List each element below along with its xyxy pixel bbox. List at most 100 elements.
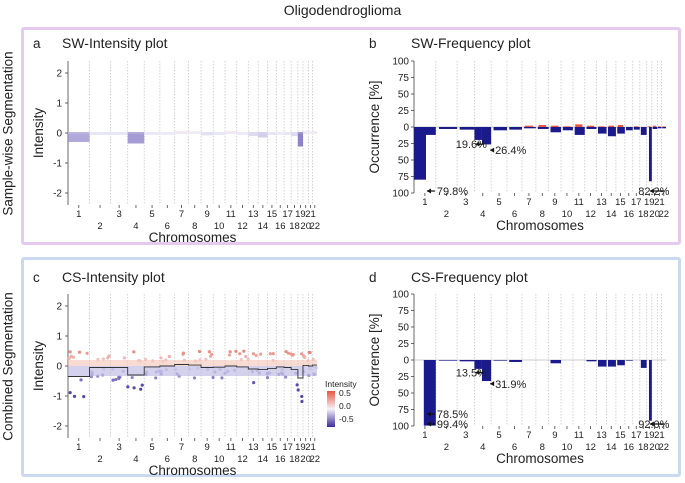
panel-letter-a: a — [33, 36, 41, 51]
chart-c-band-loss — [188, 366, 202, 376]
chart-b-gain-bar-8 — [538, 125, 547, 127]
chart-d-xtick-label-12: 12 — [585, 442, 596, 453]
chart-b-loss-bar-16 — [626, 127, 633, 131]
figure-title: Oligodendroglioma — [283, 2, 402, 18]
chart-c-x-axis-label: Chromosomes — [149, 463, 237, 476]
chart-c-point — [290, 353, 294, 357]
chart-b-annotation-arrowhead-2 — [490, 147, 495, 153]
chart-c-point — [242, 349, 246, 353]
chart-d-xtick-label-7: 7 — [526, 430, 531, 441]
chart-c-band-gain — [213, 360, 226, 366]
chart-b-xtick-label-3: 3 — [463, 197, 468, 208]
chart-b-annotation-0: 79.8% — [437, 186, 468, 198]
chart-d-loss-bar-6 — [509, 360, 522, 362]
chart-b-gain-bar-10 — [563, 126, 571, 127]
chart-d-annotation-arrowhead-1 — [490, 381, 495, 387]
chart-d-loss-bar-18 — [640, 360, 647, 368]
chart-c-band-loss — [110, 366, 128, 376]
panel-title-d: CS-Frequency plot — [411, 269, 528, 285]
chart-d-xtick-label-18: 18 — [638, 442, 649, 453]
chart-c-band-gain — [267, 360, 277, 366]
chart-b-xtick-label-6: 6 — [512, 209, 517, 220]
chart-b-gain-bar-9 — [551, 125, 559, 127]
chart-c-band-gain — [258, 360, 268, 366]
chart-a-segment-18 — [291, 133, 298, 136]
chart-c-point — [207, 350, 211, 354]
chart-a-xtick-label-16: 16 — [275, 221, 286, 232]
chart-b-ytick-label: 50 — [398, 90, 410, 101]
chart-a-segment-1 — [68, 133, 90, 142]
chart-c-point — [132, 350, 136, 354]
chart-c-band-gain — [159, 360, 175, 366]
chart-c-band-loss — [297, 366, 303, 376]
chart-c-legend-label: 0.5 — [339, 388, 351, 398]
chart-c-point — [208, 354, 213, 358]
chart-c-point — [117, 376, 121, 381]
chart-d-annotation-arrowhead-0 — [475, 370, 480, 376]
chart-b-loss-bar-13 — [597, 127, 607, 134]
chart-c-point — [114, 377, 118, 382]
chart-d-xtick-label-5: 5 — [496, 430, 501, 441]
chart-d-annotation-arrowhead-4 — [649, 421, 654, 427]
chart-a-xtick-label-15: 15 — [267, 209, 278, 220]
chart-c-xtick-label-11: 11 — [226, 442, 236, 453]
chart-c-point — [259, 352, 263, 356]
chart-b-annotation-arrowhead-1 — [475, 141, 480, 147]
chart-c-legend-colorbar — [327, 391, 335, 427]
chart-a-xtick-label-1: 1 — [76, 209, 81, 220]
chart-b-loss-bar-7 — [524, 127, 536, 129]
chart-b-xtick-label-22: 22 — [658, 209, 669, 220]
chart-c-xtick-label-4: 4 — [133, 454, 138, 465]
chart-c-point — [296, 388, 300, 392]
chart-d-loss-bar-12 — [586, 360, 597, 362]
chart-a-segment-core — [297, 132, 303, 134]
panel-title-b: SW-Frequency plot — [411, 35, 531, 51]
chart-c-point — [122, 356, 126, 360]
chart-b-gain-bar-12 — [587, 125, 595, 127]
chart-b-ytick-label: 25 — [398, 106, 410, 117]
chart-c-segment-line — [68, 364, 317, 379]
chart-b-ytick-label: 0 — [403, 123, 409, 134]
chart-a-segment-core — [144, 132, 160, 134]
chart-c-legend-label: 0.0 — [339, 401, 351, 411]
chart-c-point — [69, 354, 73, 358]
chart-c-xtick-label-3: 3 — [116, 442, 121, 453]
chart-d-xtick-label-1: 1 — [422, 430, 427, 441]
chart-c-band-loss — [213, 366, 226, 376]
chart-a-xtick-label-13: 13 — [248, 209, 259, 220]
chart-c-point — [234, 349, 238, 353]
chart-d-loss-bar-13 — [597, 360, 607, 367]
chart-a-segment-core — [213, 132, 226, 134]
chart-c-point — [284, 349, 288, 354]
chart-a-segment-19 — [297, 133, 303, 147]
chart-c-xtick-label-21: 21 — [305, 442, 316, 453]
chart-a-segment-9 — [201, 133, 214, 136]
chart-c-band-gain — [201, 360, 214, 366]
chart-a-xtick-label-14: 14 — [258, 221, 269, 232]
chart-a-xtick-label-20: 20 — [300, 221, 311, 232]
chart-a-segment-core — [312, 132, 317, 134]
chart-c-band-loss — [144, 366, 160, 376]
chart-c-band-gain — [188, 360, 202, 366]
chart-c-band-gain — [225, 360, 237, 366]
chart-d-xtick-label-19: 19 — [644, 430, 655, 441]
chart-d-loss-bar-3 — [459, 360, 475, 362]
chart-c-point — [308, 350, 312, 355]
chart-b-xtick-label-7: 7 — [526, 197, 531, 208]
chart-a-xtick-label-18: 18 — [289, 221, 300, 232]
chart-c-point — [159, 356, 163, 360]
chart-c-point — [244, 354, 248, 359]
chart-b-loss-bar-12 — [586, 127, 597, 129]
chart-c-point — [211, 375, 215, 380]
chart-b-loss-bar-11 — [574, 127, 585, 135]
chart-c-legend-title: Intensity — [325, 379, 357, 389]
chart-d-loss-bar-16 — [626, 360, 633, 361]
chart-a-segment-core — [284, 132, 292, 134]
chart-d: 1007550250255075100123456789101112131415… — [367, 290, 670, 467]
chart-d-loss-bar-14 — [607, 360, 616, 367]
chart-b-loss-bar-4 — [481, 127, 492, 145]
chart-d-loss-bar-9 — [550, 360, 562, 364]
chart-c-point — [79, 378, 83, 382]
chart-d-xtick-label-20: 20 — [649, 442, 660, 453]
chart-b-gain-bar-13 — [598, 126, 605, 127]
